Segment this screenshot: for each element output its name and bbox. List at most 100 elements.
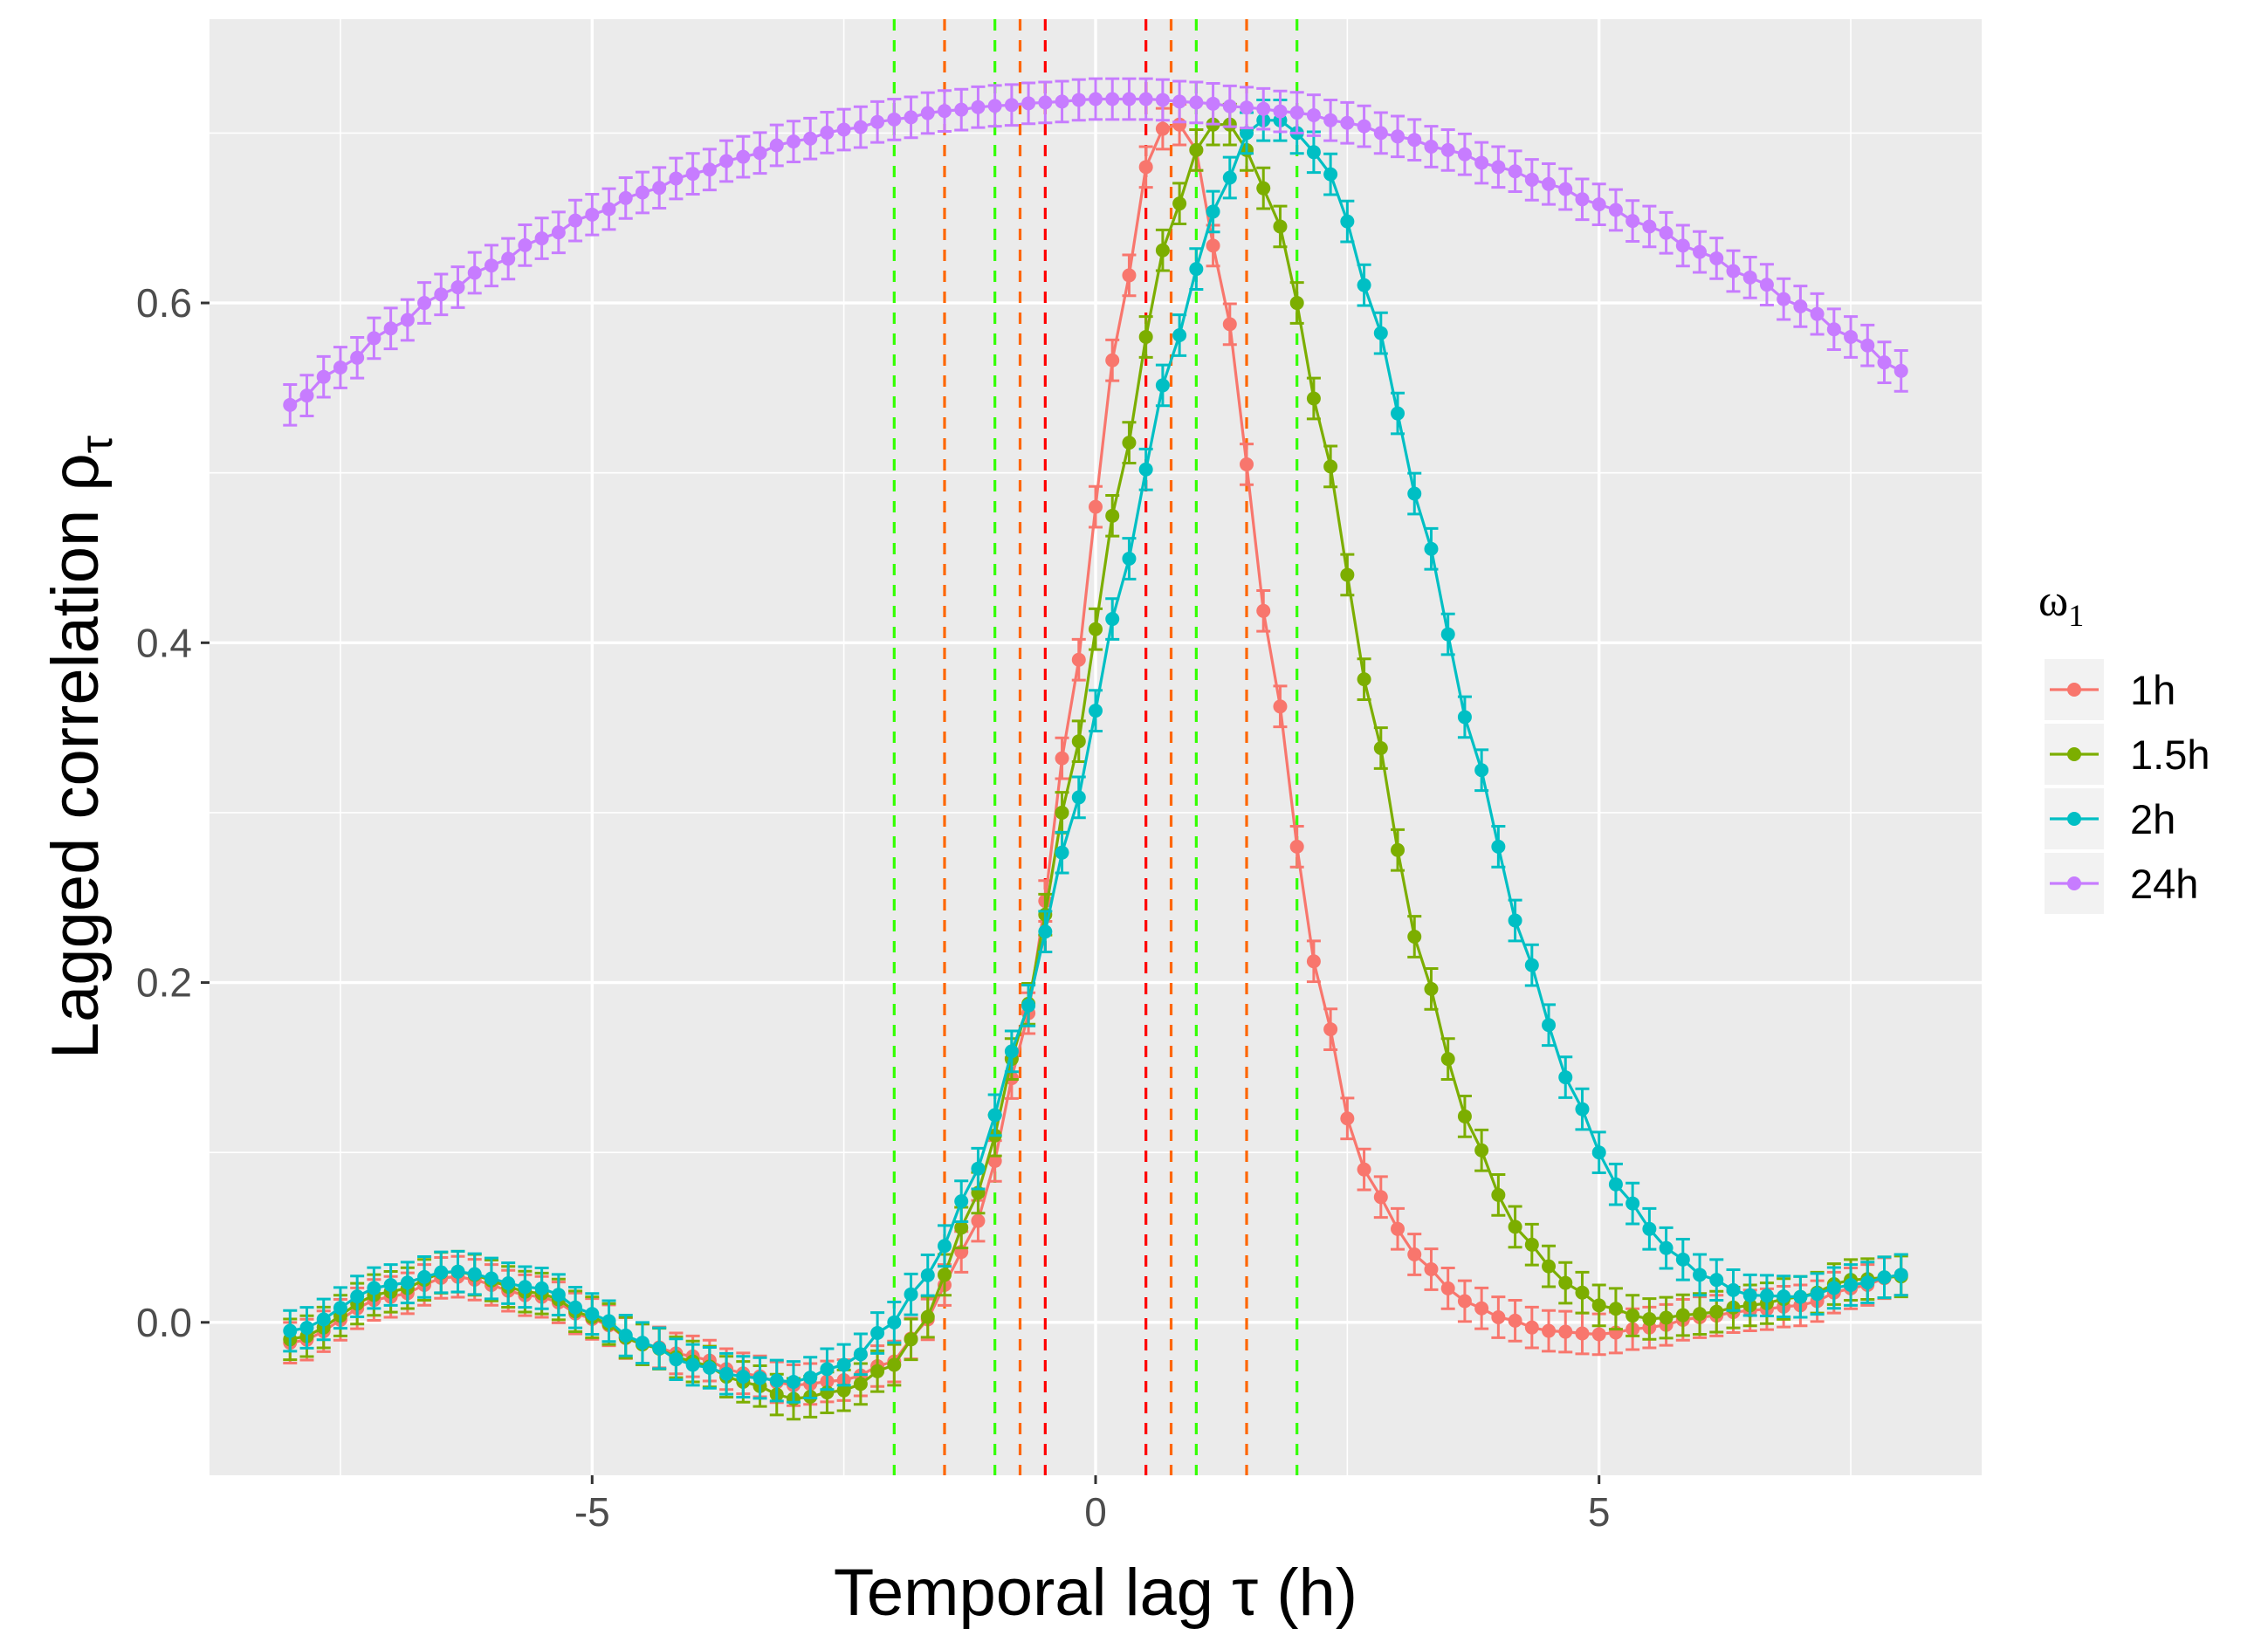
data-point bbox=[1306, 391, 1321, 406]
data-point bbox=[518, 237, 533, 252]
data-point bbox=[971, 1213, 986, 1228]
data-point bbox=[1491, 839, 1506, 854]
data-point bbox=[1189, 262, 1204, 277]
data-point bbox=[434, 1265, 449, 1280]
data-point bbox=[1793, 299, 1808, 313]
data-point bbox=[1105, 353, 1120, 368]
data-point bbox=[1542, 1018, 1557, 1033]
data-point bbox=[1323, 1022, 1338, 1037]
data-point bbox=[1105, 508, 1120, 523]
data-point bbox=[518, 1280, 533, 1295]
data-point bbox=[1558, 1324, 1573, 1339]
data-point bbox=[1373, 126, 1388, 141]
data-point bbox=[1844, 1278, 1859, 1293]
data-point bbox=[1155, 93, 1170, 107]
data-point bbox=[434, 287, 449, 302]
data-point bbox=[501, 251, 516, 266]
data-point bbox=[1575, 1102, 1590, 1117]
data-point bbox=[1391, 842, 1405, 857]
data-point bbox=[1391, 406, 1405, 421]
data-point bbox=[1457, 1109, 1472, 1123]
data-point bbox=[887, 1315, 902, 1330]
data-point bbox=[1591, 197, 1606, 212]
data-point bbox=[1273, 699, 1288, 714]
data-point bbox=[1524, 1237, 1539, 1252]
data-point bbox=[1155, 121, 1170, 136]
data-point bbox=[1172, 94, 1187, 109]
data-point bbox=[1391, 129, 1405, 144]
data-point bbox=[585, 1307, 600, 1322]
data-point bbox=[299, 1321, 314, 1336]
data-point bbox=[585, 207, 600, 222]
legend-item-24h: 24h bbox=[2045, 853, 2198, 914]
data-point bbox=[971, 1161, 986, 1176]
data-point bbox=[1642, 1311, 1657, 1326]
legend-title-sub: 1 bbox=[2068, 598, 2084, 633]
legend-title-main: ω bbox=[2038, 576, 2068, 626]
data-point bbox=[1021, 998, 1036, 1013]
data-point bbox=[1474, 1301, 1489, 1316]
data-point bbox=[1659, 225, 1674, 240]
x-tick-label: -5 bbox=[574, 1489, 610, 1535]
data-point bbox=[1206, 96, 1220, 111]
y-axis-title: Lagged correlation ρτ bbox=[38, 435, 122, 1059]
data-point bbox=[786, 1374, 801, 1389]
data-point bbox=[1474, 763, 1489, 778]
data-point bbox=[887, 112, 902, 127]
data-point bbox=[1340, 567, 1355, 582]
data-point bbox=[1608, 1177, 1623, 1192]
data-point bbox=[1440, 627, 1455, 642]
legend-key-point bbox=[2067, 812, 2081, 826]
data-point bbox=[1289, 839, 1304, 854]
data-point bbox=[1155, 243, 1170, 258]
data-point bbox=[971, 100, 986, 114]
legend-label: 2h bbox=[2130, 796, 2175, 842]
data-point bbox=[1071, 790, 1086, 805]
data-point bbox=[400, 313, 415, 327]
data-point bbox=[1391, 1221, 1405, 1236]
data-point bbox=[1542, 1259, 1557, 1274]
data-point bbox=[954, 1220, 969, 1235]
data-point bbox=[1240, 100, 1254, 115]
data-point bbox=[1675, 1252, 1690, 1267]
data-point bbox=[887, 1357, 902, 1372]
data-point bbox=[1625, 214, 1640, 229]
data-point bbox=[1642, 219, 1657, 234]
data-point bbox=[1122, 551, 1137, 566]
legend-key-point bbox=[2067, 683, 2081, 697]
data-point bbox=[1273, 104, 1288, 119]
data-point bbox=[1222, 317, 1237, 332]
data-point bbox=[1071, 734, 1086, 749]
data-point bbox=[1055, 805, 1069, 820]
data-point bbox=[1759, 1288, 1774, 1303]
data-point bbox=[1256, 101, 1271, 116]
data-point bbox=[1693, 244, 1708, 259]
data-point bbox=[1826, 1281, 1841, 1295]
legend-item-1.5h: 1.5h bbox=[2045, 724, 2210, 785]
data-point bbox=[333, 1301, 347, 1316]
data-point bbox=[383, 1278, 398, 1293]
data-point bbox=[350, 1289, 365, 1304]
data-point bbox=[652, 1341, 667, 1356]
data-point bbox=[1877, 1270, 1892, 1285]
data-point bbox=[803, 1371, 818, 1385]
data-point bbox=[1491, 160, 1506, 175]
data-point bbox=[1071, 652, 1086, 667]
data-point bbox=[836, 1383, 851, 1398]
data-point bbox=[1810, 1287, 1825, 1302]
data-point bbox=[954, 1194, 969, 1209]
data-point bbox=[987, 1153, 1002, 1168]
data-point bbox=[1004, 1044, 1019, 1059]
data-point bbox=[1407, 133, 1422, 148]
data-point bbox=[1575, 192, 1590, 207]
data-point bbox=[1457, 710, 1472, 725]
data-point bbox=[1256, 603, 1271, 618]
y-tick-label: 0.4 bbox=[136, 620, 192, 665]
data-point bbox=[652, 181, 667, 196]
series-24h bbox=[283, 77, 1908, 427]
data-point bbox=[786, 134, 801, 149]
data-point bbox=[937, 104, 952, 119]
data-point bbox=[937, 1268, 952, 1282]
data-point bbox=[1625, 1309, 1640, 1323]
data-point bbox=[1491, 1309, 1506, 1324]
